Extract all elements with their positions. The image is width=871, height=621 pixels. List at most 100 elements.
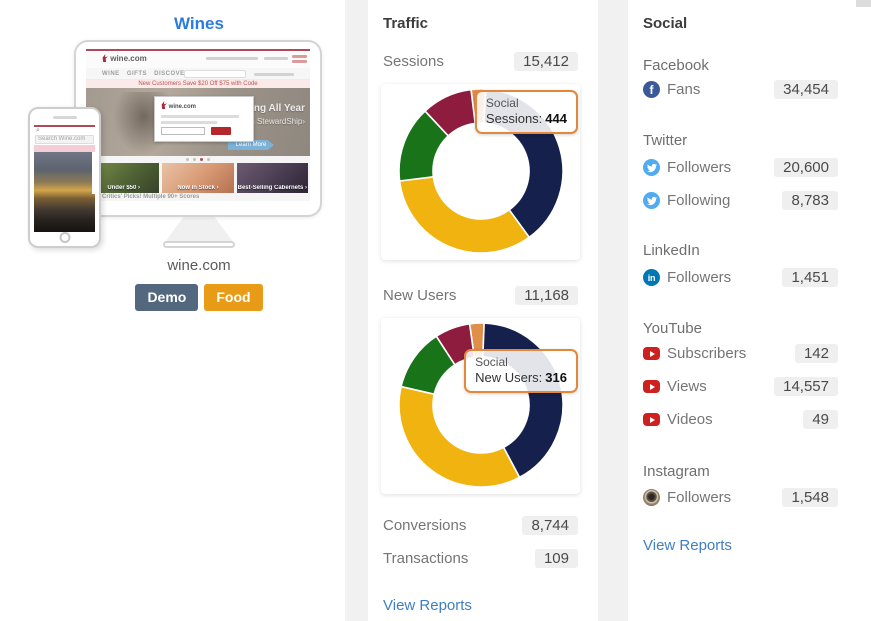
header-text-placeholder [264,57,288,60]
traffic-view-reports-link[interactable]: View Reports [383,597,472,614]
tag-demo[interactable]: Demo [135,284,199,311]
site-hero: pping All Year ith StewardShip› Learn Mo… [86,88,310,156]
tooltip-series-name: Social [485,96,519,110]
tile-caption: Best-Selling Cabernets › [237,185,307,191]
site-nav-links: WINE GIFTS DISCOVER [102,71,190,77]
website-screenshot: wine.com WINE GIFTS DISCOVER New Custome… [86,49,310,201]
desktop-monitor-mockup: wine.com WINE GIFTS DISCOVER New Custome… [74,40,322,217]
play-icon [649,350,655,357]
metric-value-badge: 8,744 [522,516,578,535]
network-name-youtube: YouTube [643,320,702,337]
network-name-facebook: Facebook [643,57,709,74]
phone-promo-strip [34,145,95,152]
carousel-dots [86,156,310,163]
carousel-dot [186,158,189,161]
metric-row-new-users: New Users 11,168 [383,284,578,307]
phone-mockup: ⌕ Search Wine.com [28,107,101,248]
social-stat-row: Followers 20,600 [643,156,838,179]
social-stat-label: Followers [667,159,732,176]
panel-divider [345,0,368,621]
modal-text-placeholder [161,115,239,118]
site-search-box [184,70,246,78]
tag-food[interactable]: Food [204,284,263,311]
phone-speaker [52,116,77,119]
new-users-donut-card: Social New Users: 316 [381,318,580,494]
product-tile: Now In Stock › [162,163,234,193]
modal-text-placeholder [161,121,217,124]
site-title-link[interactable]: Wines [174,14,224,33]
social-stat-row: Views 14,557 [643,375,838,398]
phone-scrollbar [92,152,95,194]
social-stat-value-badge: 20,600 [774,158,838,177]
donut-segment-series-4[interactable] [423,88,477,138]
social-stat-value-badge: 1,548 [782,488,838,507]
phone-hero-photo [34,152,95,232]
youtube-icon [643,380,660,393]
metric-row-conversions: Conversions 8,744 [383,514,578,537]
phone-screenshot: ⌕ Search Wine.com [34,125,95,233]
site-logo: wine.com [102,54,147,63]
social-view-reports-link[interactable]: View Reports [643,537,732,554]
twitter-icon [643,192,660,209]
metric-value-badge: 109 [534,549,578,568]
carousel-dot [193,158,196,161]
wine-bird-icon [161,101,167,109]
social-stat-value-badge: 1,451 [782,268,838,287]
header-promo-placeholder [292,60,307,63]
modal-logo: wine.com [161,101,196,110]
social-stat-row: Fans 34,454 [643,78,838,101]
modal-submit-button [211,127,231,135]
social-stat-row: Followers 1,548 [643,486,838,509]
phone-search-box: Search Wine.com [35,135,94,144]
hero-subheadline: ith StewardShip› [246,117,305,126]
metric-row-transactions: Transactions 109 [383,547,578,570]
phone-site-header: ⌕ [34,125,95,134]
social-stat-value-badge: 14,557 [774,377,838,396]
sessions-donut-card: Social Sessions: 444 [381,84,580,260]
monitor-stand [165,216,233,242]
social-stat-value-badge: 34,454 [774,80,838,99]
donut-segment-series-2[interactable] [398,385,521,488]
hero-headline: pping All Year [238,103,305,114]
nav-text-placeholder [254,73,294,76]
metric-value-badge: 15,412 [514,52,578,71]
social-stat-row: Followers 1,451 [643,266,838,289]
product-tile: Best-Selling Cabernets › [236,163,308,193]
social-stat-label: Subscribers [667,345,747,362]
donut-segment-series-2[interactable] [398,175,531,254]
scrollbar-thumb[interactable] [856,0,871,7]
facebook-icon [643,81,660,98]
social-stat-value-badge: 8,783 [782,191,838,210]
play-icon [649,383,655,390]
chart-tooltip: Social New Users: 316 [464,349,578,393]
panel-divider [598,0,628,621]
social-header: Social [643,15,688,32]
header-text-placeholder [206,57,258,60]
youtube-icon [643,413,660,426]
monitor-stand-base [163,241,235,248]
traffic-header: Traffic [383,15,429,32]
chart-tooltip: Social Sessions: 444 [474,90,578,134]
phone-home-button [59,232,70,243]
social-stat-label: Videos [667,411,713,428]
product-tiles: Under $50 › Now In Stock › Best-Selling … [86,163,310,193]
site-top-accent-bar [86,49,310,51]
site-tags: Demo Food [0,284,398,311]
site-promo-banner: New Customers Save $20 Off $75 with Code [86,80,310,88]
tiles-footnote: Critics' Picks! Multiple 90+ Scores [86,193,310,201]
metric-label: Conversions [383,517,467,534]
instagram-icon [643,489,660,506]
new-users-donut-chart [398,322,564,488]
site-domain-label: wine.com [167,257,231,274]
social-stat-label: Following [667,192,731,209]
wine-bird-icon [102,54,108,62]
metric-value-badge: 11,168 [515,286,578,305]
site-header: wine.com [86,51,310,68]
network-name-linkedin: LinkedIn [643,242,700,259]
linkedin-icon [643,269,660,286]
carousel-dot [207,158,210,161]
social-stat-label: Followers [667,269,732,286]
tile-caption: Under $50 › [107,185,140,191]
social-stat-row: Videos 49 [643,408,838,431]
